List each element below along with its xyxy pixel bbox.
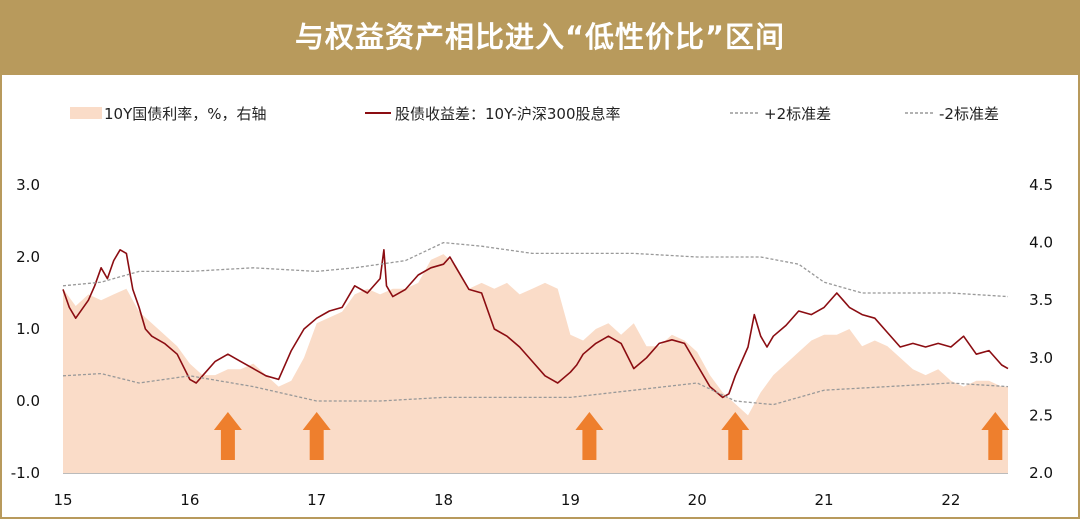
legend: 10Y国债利率，%，右轴 股债收益差：10Y-沪深300股息率 +2标准差 -2标准差 bbox=[70, 105, 999, 123]
y-right-tick-label: 4.5 bbox=[1029, 176, 1053, 194]
legend-label-minus2: -2标准差 bbox=[939, 105, 999, 123]
x-tick-label: 19 bbox=[561, 491, 580, 509]
plot-area: -1.0 0.0 1.0 2.0 3.0 2.0 2.5 3.0 3.5 4.0 4.5 15 16… bbox=[11, 176, 1053, 509]
x-tick-label: 17 bbox=[307, 491, 326, 509]
series-line-plus2 bbox=[62, 241, 1009, 298]
legend-label-spread: 股债收益差：10Y-沪深300股息率 bbox=[395, 105, 621, 123]
y-left-tick-label: 3.0 bbox=[16, 176, 40, 194]
y-right-tick-label: 2.0 bbox=[1029, 464, 1053, 482]
y-right-tick-label: 3.0 bbox=[1029, 349, 1053, 367]
x-tick-label: 20 bbox=[688, 491, 707, 509]
x-tick-label: 15 bbox=[53, 491, 72, 509]
annotation-arrow bbox=[721, 412, 750, 460]
legend-swatch-yield bbox=[70, 107, 102, 119]
series-line-minus2 bbox=[62, 372, 1009, 406]
y-left-tick-label: 2.0 bbox=[16, 248, 40, 266]
y-left-tick-label: 1.0 bbox=[16, 320, 40, 338]
x-tick-label: 22 bbox=[941, 491, 960, 509]
annotation-arrow bbox=[981, 412, 1010, 460]
series-line-spread bbox=[62, 249, 1009, 399]
annotation-arrow bbox=[575, 412, 604, 460]
x-tick-label: 16 bbox=[180, 491, 199, 509]
x-tick-label: 18 bbox=[434, 491, 453, 509]
x-tick-label: 21 bbox=[815, 491, 834, 509]
annotation-arrow bbox=[302, 412, 331, 460]
annotation-arrow bbox=[213, 412, 242, 460]
series-area-yield bbox=[63, 254, 1008, 473]
y-right-tick-label: 3.5 bbox=[1029, 291, 1053, 309]
chart-title: 与权益资产相比进入“低性价比”区间 bbox=[294, 20, 786, 54]
legend-label-plus2: +2标准差 bbox=[764, 105, 831, 123]
y-left-tick-label: 0.0 bbox=[16, 392, 40, 410]
y-right-tick-label: 2.5 bbox=[1029, 406, 1053, 424]
legend-label-yield: 10Y国债利率，%，右轴 bbox=[104, 105, 267, 123]
y-left-tick-label: -1.0 bbox=[11, 464, 40, 482]
title-banner: 与权益资产相比进入“低性价比”区间 bbox=[0, 0, 1080, 75]
y-right-tick-label: 4.0 bbox=[1029, 234, 1053, 252]
